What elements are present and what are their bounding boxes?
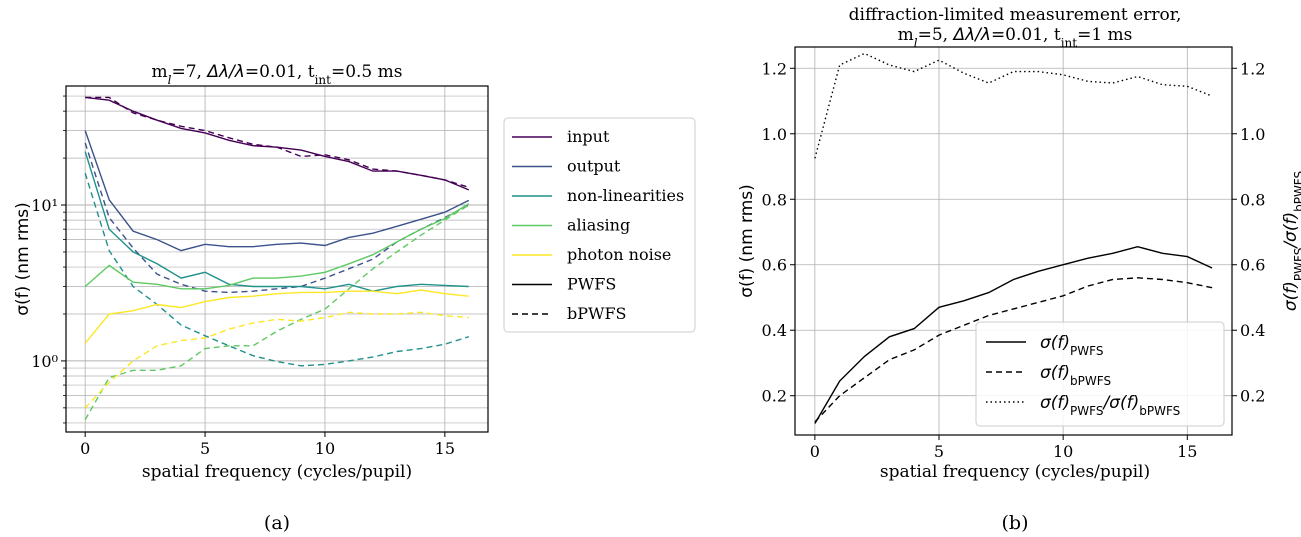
panel-a-x-ticks: 0 5 10 15 (80, 432, 455, 458)
right-y-tick-label: 0.2 (1240, 387, 1265, 406)
legend-label-photon-noise: photon noise (567, 245, 671, 264)
legend-label-output: output (567, 157, 621, 176)
series-aliasing-bpwfs (84, 204, 470, 421)
panel-b-plot-frame (794, 46, 1233, 436)
y-tick-label: 10¹ (31, 196, 58, 215)
series-input-bpwfs (85, 96, 470, 188)
y-tick-label: 10⁰ (31, 352, 58, 371)
series-f-pwfs-f-bpwfs (814, 52, 1213, 159)
y-tick-label: 0.6 (762, 256, 787, 275)
series-non-linearities-pwfs (84, 151, 469, 292)
y-tick-label: 0.4 (762, 321, 787, 340)
y-tick-label: 1.2 (762, 59, 787, 78)
panel-b-x-axis-label: spatial frequency (cycles/pupil) (880, 462, 1150, 482)
series-f-bpwfs (814, 277, 1213, 423)
right-y-tick-label: 0.8 (1240, 190, 1265, 209)
panel-b-title-line2: ml=5, Δλ/λ=0.01, tint=1 ms (898, 25, 1133, 50)
panel-b-series-lines (814, 52, 1213, 424)
y-tick-label: 1.0 (762, 125, 787, 144)
panel-a-chart: ml=7, Δλ/λ=0.01, tint=0.5 ms 0 5 10 15 10⁰1… (13, 62, 696, 534)
legend-label-f-pwfs: σ(f)PWFS (1040, 333, 1103, 358)
legend-label-f-bpwfs: σ(f)bPWFS (1040, 363, 1111, 388)
legend-label-pwfs: PWFS (567, 275, 616, 294)
x-tick-label: 10 (1053, 442, 1073, 461)
panel-a-legend: input output non-linearities aliasing photon… (512, 127, 684, 323)
right-y-tick-label: 1.0 (1240, 125, 1265, 144)
panel-a-caption: (a) (264, 512, 290, 534)
series-non-linearities-bpwfs (84, 172, 470, 367)
x-tick-label: 0 (80, 439, 90, 458)
y-tick-label: 0.2 (762, 387, 787, 406)
series-photon-noise-bpwfs (84, 311, 469, 409)
panel-b-y-axis-label: σ(f) (nm rms) (737, 184, 757, 298)
panel-b-right-y-ticks: 0.2 0.4 0.6 0.8 1.0 1.2 (1232, 59, 1265, 406)
x-tick-label: 5 (200, 439, 210, 458)
x-tick-label: 5 (934, 442, 944, 461)
panel-a-plot-frame (65, 85, 489, 433)
right-y-tick-label: 1.2 (1240, 59, 1265, 78)
panel-a-grid (66, 86, 488, 432)
panel-a-title: ml=7, Δλ/λ=0.01, tint=0.5 ms (152, 62, 403, 87)
series-photon-noise-pwfs (84, 289, 469, 344)
panel-a-y-axis-label: σ(f) (nm rms) (13, 202, 33, 316)
panel-b-legend-box (975, 321, 1225, 427)
panel-b-caption: (b) (1002, 512, 1029, 534)
y-tick-label: 0.8 (762, 190, 787, 209)
x-tick-label: 0 (810, 442, 820, 461)
panel-a-y-ticks: 10⁰ 10¹ (31, 95, 66, 424)
panel-b-chart: diffraction-limited measurement error, m… (737, 5, 1301, 534)
x-tick-label: 15 (1177, 442, 1197, 461)
series-output-pwfs (84, 130, 470, 252)
panel-b-x-ticks: 0 5 10 15 (810, 435, 1197, 461)
panel-b-legend: σ(f)PWFS σ(f)bPWFS σ(f)PWFS/σ(f)bPWFS (986, 333, 1180, 418)
legend-label-aliasing: aliasing (567, 216, 630, 235)
series-output-bpwfs (84, 142, 470, 294)
legend-label-non-linearities: non-linearities (567, 186, 684, 205)
legend-label-input: input (567, 127, 610, 146)
x-tick-label: 10 (315, 439, 335, 458)
panel-b-right-y-axis-label: σ(f)PWFS/σ(f)bPWFS (1281, 171, 1301, 311)
panel-a-legend-box (503, 117, 696, 333)
right-y-tick-label: 0.6 (1240, 256, 1265, 275)
right-y-tick-label: 0.4 (1240, 321, 1265, 340)
legend-label-f-pwfs-f-bpwfs: σ(f)PWFS/σ(f)bPWFS (1040, 393, 1180, 418)
x-tick-label: 15 (435, 439, 455, 458)
series-aliasing-pwfs (84, 203, 470, 290)
panel-b-title-line1: diffraction-limited measurement error, (849, 5, 1182, 25)
panel-a-series-lines (84, 96, 470, 421)
legend-label-bpwfs: bPWFS (567, 304, 627, 323)
panel-b-y-ticks: 0.2 0.4 0.6 0.8 1.0 1.2 (762, 59, 795, 406)
series-f-pwfs (814, 245, 1213, 424)
panel-a-x-axis-label: spatial frequency (cycles/pupil) (142, 462, 412, 482)
